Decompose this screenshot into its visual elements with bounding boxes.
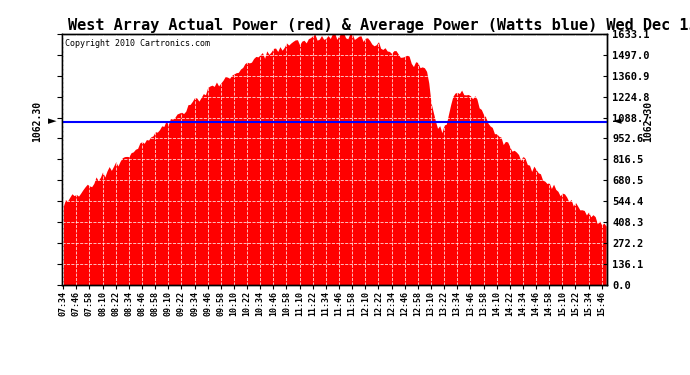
- Text: Copyright 2010 Cartronics.com: Copyright 2010 Cartronics.com: [65, 39, 210, 48]
- Text: ◄: ◄: [613, 117, 621, 127]
- Text: 1062.30: 1062.30: [32, 101, 43, 142]
- Text: 1062.30: 1062.30: [643, 101, 653, 142]
- Text: West Array Actual Power (red) & Average Power (Watts blue) Wed Dec 15 16:00: West Array Actual Power (red) & Average …: [68, 18, 690, 33]
- Text: ►: ►: [48, 117, 57, 127]
